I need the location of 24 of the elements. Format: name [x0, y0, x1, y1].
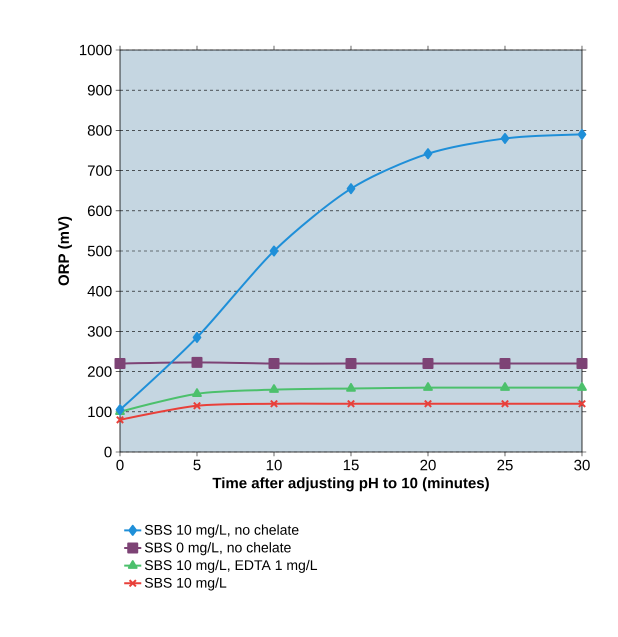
y-tick-label: 100 [88, 406, 112, 418]
y-tick-label: 1000 [80, 44, 112, 56]
x-tick-label: 5 [193, 460, 201, 470]
y-tick-label: 300 [88, 326, 112, 337]
y-tick-label: 700 [88, 165, 112, 176]
x-tick-label: 20 [420, 460, 436, 470]
x-tick-label: 30 [574, 460, 590, 470]
y-tick-label: 500 [88, 246, 112, 256]
y-tick-label: 600 [88, 205, 112, 216]
legend-label: SBS 10 mg/L [144, 577, 226, 591]
legend-label: SBS 10 mg/L, EDTA 1 mg/L [144, 560, 318, 573]
y-tick-label: 200 [88, 366, 112, 377]
x-tick-label: 10 [266, 460, 282, 470]
legend-label: SBS 0 mg/L, no chelate [144, 542, 291, 556]
y-tick-label: 400 [88, 286, 112, 297]
x-tick-label: 25 [497, 460, 513, 470]
y-tick-label: 900 [88, 84, 112, 96]
y-axis-title: ORP (mV) [58, 216, 72, 286]
legend-label: SBS 10 mg/L, no chelate [144, 524, 299, 538]
y-tick-label: 0 [104, 446, 112, 458]
y-tick-label: 800 [88, 125, 112, 136]
x-tick-label: 15 [344, 460, 359, 470]
x-tick-label: 0 [116, 460, 124, 470]
x-axis-title: Time after adjusting pH to 10 (minutes) [212, 477, 489, 492]
